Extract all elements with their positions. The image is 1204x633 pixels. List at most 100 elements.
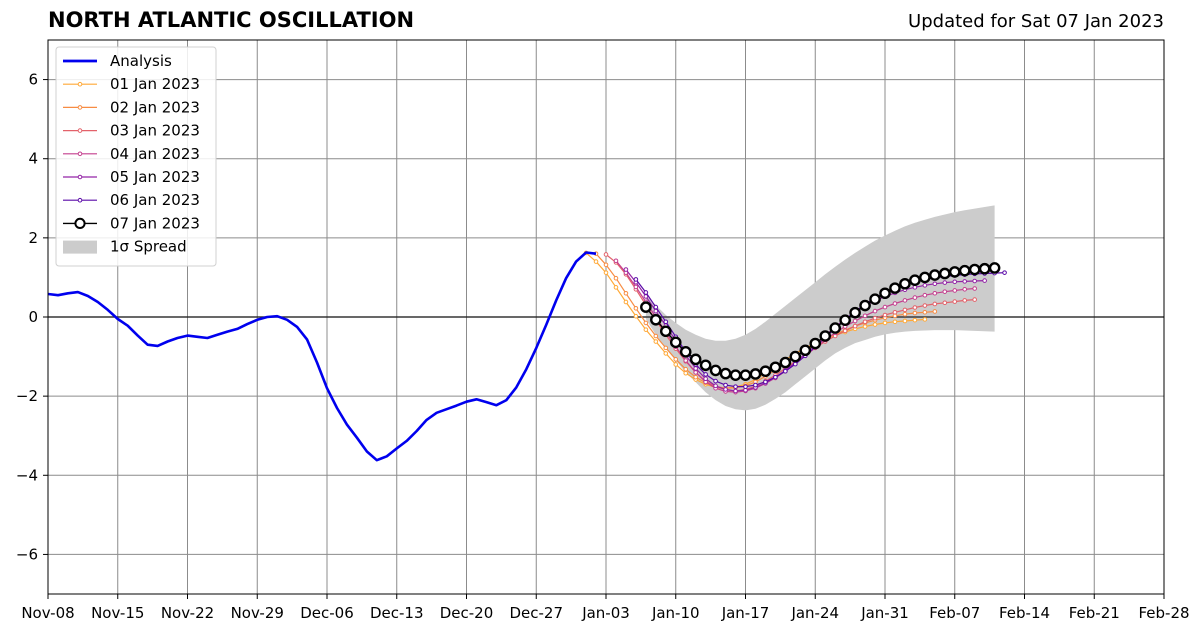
spread-band [645,205,995,411]
forecast-point [683,366,689,372]
forecast-point [669,336,682,349]
forecast-point [978,262,991,275]
forecast-point [922,283,928,288]
forecast-point [972,278,977,284]
forecast-point [699,359,712,372]
legend-marker [77,128,83,133]
forecast-point [679,346,692,358]
forecast-point [872,315,878,321]
forecast-point [703,376,708,382]
forecast-point [733,384,738,389]
forecast-point [613,285,619,290]
y-tick-label: −2 [16,387,38,405]
forecast-point [773,374,778,380]
forecast-point [743,384,748,389]
forecast-point [713,378,718,384]
forecast-point [613,275,619,281]
x-tick-label: Nov-29 [231,604,284,622]
forecast-point [633,313,639,319]
x-tick-label: Jan-03 [581,604,630,622]
forecast-point [962,298,968,303]
forecast-point [902,311,908,317]
forecast-point [653,304,659,310]
analysis-line [48,251,597,462]
forecast-point [673,357,679,362]
forecast-point [902,307,908,313]
forecast-point [948,266,961,278]
forecast-point [693,374,698,380]
legend-marker [74,217,86,229]
x-tick-label: Jan-17 [721,604,770,622]
forecast-point [653,333,659,339]
legend-box [55,46,217,267]
forecast-point [852,318,858,324]
forecast-point [723,382,728,388]
forecast-point [829,322,841,334]
forecast-point [769,361,782,374]
forecast-point [763,379,768,385]
forecast-point [643,320,649,326]
forecast-point [962,287,968,292]
forecast-point [942,280,948,285]
y-tick-label: −4 [16,466,38,484]
forecast-point [922,292,928,298]
forecast-point [962,279,968,284]
x-tick-label: Nov-15 [91,604,144,622]
forecast-point [932,301,938,307]
forecast-point [713,383,718,389]
x-tick-label: Feb-21 [1069,604,1120,622]
forecast-point [729,369,742,381]
y-tick-label: 6 [28,71,38,89]
forecast-point [942,289,948,294]
x-tick-label: Feb-14 [999,604,1050,622]
x-tick-label: Feb-07 [929,604,980,622]
forecast-point [912,305,918,310]
legend-label: Analysis [110,52,172,70]
forecast-point [972,286,977,291]
legend-label: 02 Jan 2023 [110,98,200,116]
forecast-point [783,368,788,374]
forecast-point [919,271,931,284]
forecast-point [633,277,639,282]
forecast-point [912,310,918,316]
legend-marker [77,197,83,203]
forecast-point [902,318,908,324]
x-tick-label: Jan-31 [860,604,909,622]
forecast-point [879,287,891,300]
forecast-point [899,277,911,290]
axis-ticks: Nov-08 Nov-15 Nov-22 Nov-29 Dec-06 Dec-13 Dec-… [16,71,1190,622]
forecast-point [799,344,812,357]
forecast-point [932,290,938,296]
forecast-point [659,325,672,338]
forecast-point [1002,270,1007,275]
legend-marker [77,151,83,157]
forecast-point [653,339,659,344]
y-tick-label: 0 [28,308,38,326]
forecast-point [952,288,958,293]
forecast-point [932,309,938,314]
forecast-point [640,301,652,313]
forecast-point [862,324,868,329]
chart-title: NORTH ATLANTIC OSCILLATION [48,8,415,32]
legend-label: 03 Jan 2023 [110,122,200,140]
legend-label: 01 Jan 2023 [110,75,200,93]
forecast-point [753,382,758,388]
forecast-point [872,322,878,327]
forecast-point [859,299,871,312]
forecast-point [643,290,649,295]
forecast-point [849,306,861,319]
forecast-point [739,369,752,381]
forecast-point [603,252,609,257]
forecast-point [872,308,878,314]
forecast-point [912,317,918,323]
forecast-point [719,367,732,380]
forecast-point [593,259,599,264]
forecast-point [743,387,748,393]
x-tick-label: Dec-06 [300,604,354,622]
legend-label: 07 Jan 2023 [110,214,200,232]
legend: Analysis 01 Jan 2023 02 Jan 2023 03 Jan 202… [55,46,217,267]
x-tick-label: Nov-08 [21,604,74,622]
forecast-point [929,269,941,281]
forecast-point [892,301,898,306]
